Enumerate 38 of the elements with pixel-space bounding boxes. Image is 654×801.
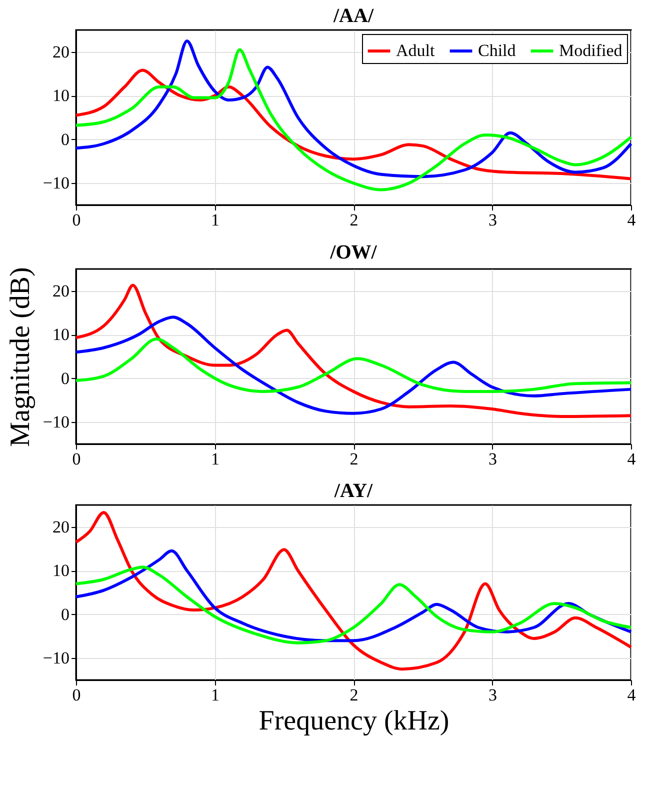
legend-label: Modified [559,41,623,60]
x-tick-label: 4 [627,210,636,230]
y-axis-title: Magnitude (dB) [4,267,36,447]
y-tick-label: 10 [52,561,70,580]
line-series [74,510,632,671]
line-series [74,284,632,418]
y-tick-label: 10 [52,86,70,106]
y-tick-label: −10 [42,648,70,668]
x-tick-label: 2 [350,210,358,230]
chart-title: /AA/ [332,5,374,27]
x-tick-label: 4 [627,686,636,704]
x-tick-label: 3 [488,210,497,230]
y-tick-label: 0 [61,604,70,624]
x-tick-label: 2 [350,686,358,704]
chart-title: /OW/ [329,242,378,264]
x-tick-label: 1 [211,210,220,230]
chart-title: /AY/ [333,480,374,502]
x-axis-title: Frequency (kHz) [258,706,450,736]
x-tick-label: 3 [488,450,497,468]
x-tick-label: 4 [627,450,636,468]
x-tick-label: 1 [211,450,220,468]
x-tick-label: 1 [211,686,220,704]
y-tick-label: 20 [52,281,70,300]
legend-label: Child [478,41,516,60]
line-series [74,316,632,415]
legend-label: Adult [396,41,435,60]
y-tick-label: 0 [61,130,70,149]
y-tick-label: −10 [42,174,70,193]
line-series [74,338,632,393]
line-series [74,68,632,180]
x-tick-label: 2 [350,450,358,468]
y-tick-label: 0 [61,368,70,388]
y-tick-label: −10 [42,412,70,432]
y-tick-label: 10 [52,325,70,344]
line-series [74,566,632,644]
x-tick-label: 3 [488,686,497,704]
y-tick-label: 20 [52,517,70,536]
y-tick-label: 20 [52,42,70,62]
